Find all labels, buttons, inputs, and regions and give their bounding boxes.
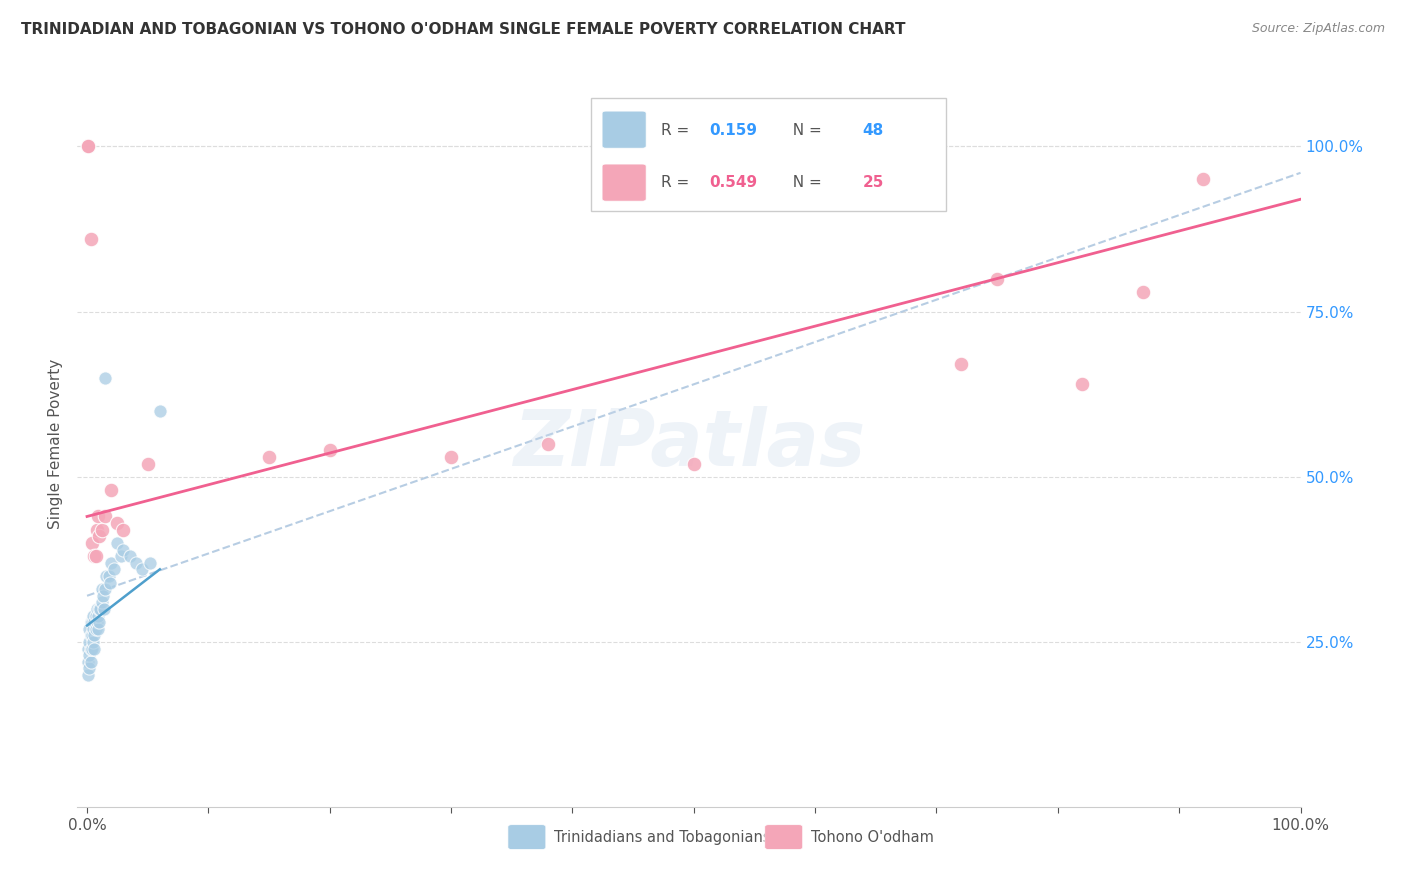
Point xyxy=(89,615,111,630)
Point xyxy=(86,602,108,616)
Point xyxy=(77,139,100,153)
Point xyxy=(89,602,111,616)
Point xyxy=(1071,377,1094,392)
Text: Source: ZipAtlas.com: Source: ZipAtlas.com xyxy=(1251,22,1385,36)
Text: N =: N = xyxy=(783,176,827,191)
Text: Tohono O'odham: Tohono O'odham xyxy=(811,830,934,845)
Point xyxy=(257,450,280,464)
Point xyxy=(1132,285,1154,299)
Point xyxy=(80,615,103,630)
Point xyxy=(124,556,146,570)
Point xyxy=(79,622,101,636)
Point xyxy=(79,661,101,675)
Point xyxy=(100,483,122,497)
Point xyxy=(131,562,153,576)
Point xyxy=(86,523,108,537)
Text: N =: N = xyxy=(783,122,827,137)
Point xyxy=(100,556,122,570)
Point xyxy=(83,549,105,563)
Point xyxy=(80,628,103,642)
Point xyxy=(136,457,159,471)
Point xyxy=(94,370,117,384)
Point xyxy=(103,562,125,576)
Text: 0.159: 0.159 xyxy=(710,122,758,137)
Point xyxy=(82,622,104,636)
Point xyxy=(87,622,110,636)
Point xyxy=(86,615,108,630)
Point xyxy=(83,615,105,630)
Point xyxy=(79,641,101,656)
Point xyxy=(79,635,101,649)
Point xyxy=(139,556,162,570)
Point xyxy=(90,523,112,537)
Point xyxy=(84,549,107,563)
Point xyxy=(94,509,117,524)
Text: 0.549: 0.549 xyxy=(710,176,758,191)
Point xyxy=(440,450,463,464)
Point xyxy=(79,655,101,669)
Point xyxy=(90,595,112,609)
Point xyxy=(77,641,100,656)
Point xyxy=(110,549,132,563)
Point xyxy=(80,536,103,550)
Point xyxy=(949,358,972,372)
Text: ZIPatlas: ZIPatlas xyxy=(513,406,865,482)
FancyBboxPatch shape xyxy=(765,825,803,849)
Point xyxy=(97,569,120,583)
Point xyxy=(89,529,111,543)
Text: 48: 48 xyxy=(863,122,884,137)
Point xyxy=(84,608,107,623)
Point xyxy=(537,436,560,450)
Point xyxy=(319,443,342,458)
Point xyxy=(83,641,105,656)
Point xyxy=(77,139,100,153)
Point xyxy=(112,542,135,557)
Text: 25: 25 xyxy=(863,176,884,191)
Point xyxy=(77,668,100,682)
Point xyxy=(80,641,103,656)
Point xyxy=(77,655,100,669)
Point xyxy=(149,403,172,417)
FancyBboxPatch shape xyxy=(591,98,946,211)
Point xyxy=(82,608,104,623)
Text: R =: R = xyxy=(661,122,695,137)
Point xyxy=(87,509,110,524)
Point xyxy=(79,615,101,630)
Point xyxy=(682,457,704,471)
Text: TRINIDADIAN AND TOBAGONIAN VS TOHONO O'ODHAM SINGLE FEMALE POVERTY CORRELATION C: TRINIDADIAN AND TOBAGONIAN VS TOHONO O'O… xyxy=(21,22,905,37)
Point xyxy=(96,569,118,583)
Point xyxy=(87,608,110,623)
Text: R =: R = xyxy=(661,176,695,191)
Point xyxy=(83,628,105,642)
Point xyxy=(82,635,104,649)
Point xyxy=(89,602,111,616)
Point xyxy=(79,232,101,246)
Y-axis label: Single Female Poverty: Single Female Poverty xyxy=(48,359,63,529)
Point xyxy=(112,523,135,537)
FancyBboxPatch shape xyxy=(508,825,546,849)
FancyBboxPatch shape xyxy=(602,112,647,148)
Point xyxy=(79,648,101,663)
Point xyxy=(84,622,107,636)
Point xyxy=(91,589,114,603)
Point xyxy=(94,582,117,597)
Point xyxy=(986,271,1008,285)
Point xyxy=(90,582,112,597)
Point xyxy=(93,602,115,616)
Point xyxy=(105,516,128,530)
FancyBboxPatch shape xyxy=(602,164,647,201)
Point xyxy=(79,628,101,642)
Text: Trinidadians and Tobagonians: Trinidadians and Tobagonians xyxy=(554,830,770,845)
Point xyxy=(105,536,128,550)
Point xyxy=(118,549,141,563)
Point xyxy=(1192,172,1215,186)
Point xyxy=(98,575,121,590)
